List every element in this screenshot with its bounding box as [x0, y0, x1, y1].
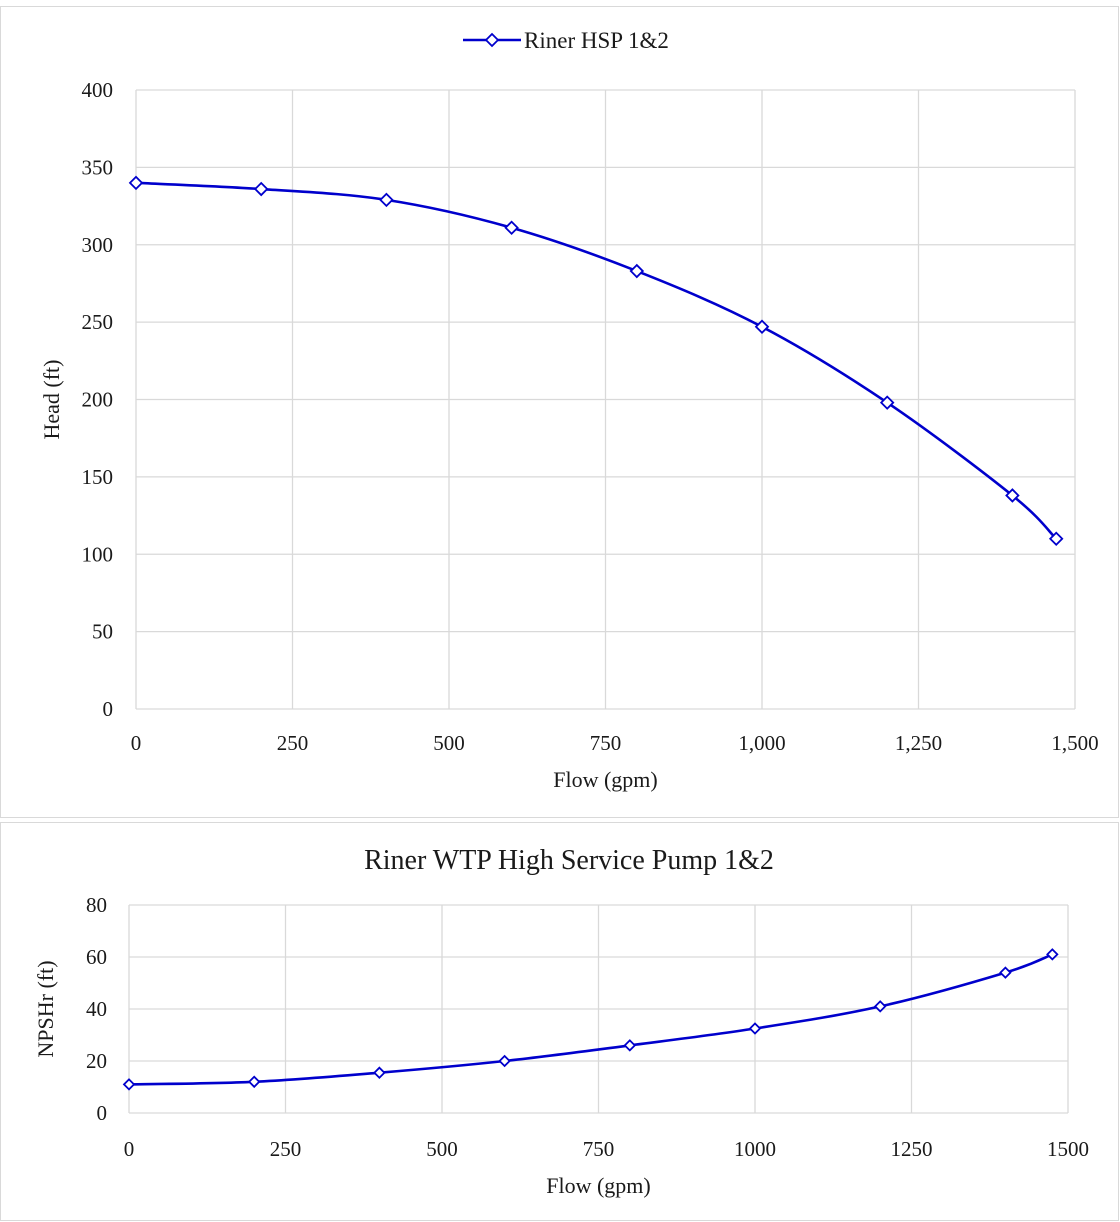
x-tick-label: 0 — [131, 731, 142, 755]
legend-marker — [484, 32, 500, 48]
x-tick-label: 1,000 — [738, 731, 785, 755]
x-tick-label: 1250 — [891, 1137, 933, 1161]
y-tick-label: 100 — [82, 542, 114, 566]
data-point-marker — [122, 1078, 136, 1091]
series-line — [128, 953, 1053, 1086]
x-tick-label: 500 — [426, 1137, 458, 1161]
y-tick-label: 60 — [86, 945, 107, 969]
y-axis-title: Head (ft) — [39, 359, 64, 439]
y-tick-label: 400 — [82, 78, 114, 102]
x-tick-label: 750 — [583, 1137, 615, 1161]
data-point-marker — [379, 192, 394, 208]
x-tick-label: 0 — [124, 1137, 135, 1161]
y-tick-label: 350 — [82, 155, 114, 179]
y-tick-label: 20 — [86, 1049, 107, 1073]
y-tick-label: 200 — [82, 388, 114, 412]
y-tick-label: 0 — [97, 1101, 108, 1125]
x-tick-label: 1,250 — [895, 731, 942, 755]
data-point-marker — [1005, 488, 1020, 503]
y-tick-label: 150 — [82, 465, 114, 489]
y-tick-label: 250 — [82, 310, 114, 334]
x-tick-label: 500 — [433, 731, 465, 755]
data-point-marker — [128, 175, 144, 191]
y-axis-title: NPSHr (ft) — [33, 960, 58, 1057]
y-tick-label: 0 — [103, 697, 114, 721]
x-tick-label: 250 — [270, 1137, 302, 1161]
data-point-marker — [623, 1039, 637, 1052]
y-tick-label: 80 — [86, 893, 107, 917]
data-point-marker — [748, 1022, 762, 1035]
head-curve-chart: 0 50 100 150 200 250 300 350 400 0 250 500 750 1,000 1… — [39, 28, 1099, 792]
x-axis-title: Flow (gpm) — [553, 767, 658, 792]
npshr-chart-panel: 0 20 40 60 80 0 250 500 750 1000 1250 1500 Flow (gpm… — [0, 822, 1119, 1221]
npshr-curve-chart: 0 20 40 60 80 0 250 500 750 1000 1250 1500 Flow (gpm… — [33, 845, 1089, 1198]
data-point-marker — [1048, 531, 1064, 547]
legend-label: Riner HSP 1&2 — [524, 28, 669, 53]
x-tick-label: 750 — [590, 731, 622, 755]
data-point-marker — [879, 395, 895, 410]
y-tick-label: 300 — [82, 233, 114, 257]
data-point-marker — [498, 1054, 511, 1068]
y-tick-label: 50 — [92, 620, 113, 644]
y-tick-label: 40 — [86, 997, 107, 1021]
data-point-marker — [999, 966, 1012, 979]
head-chart-panel: 0 50 100 150 200 250 300 350 400 0 250 500 750 1,000 1… — [0, 6, 1119, 818]
data-point-marker — [754, 319, 770, 335]
data-point-marker — [873, 1000, 887, 1013]
x-tick-label: 1,500 — [1051, 731, 1098, 755]
x-tick-label: 1500 — [1047, 1137, 1089, 1161]
x-tick-label: 250 — [277, 731, 309, 755]
x-axis-title: Flow (gpm) — [546, 1173, 651, 1198]
data-point-marker — [247, 1075, 261, 1089]
data-point-marker — [1046, 948, 1059, 961]
data-point-marker — [373, 1066, 386, 1079]
data-point-marker — [629, 263, 645, 279]
data-point-marker — [504, 220, 519, 236]
chart-title: Riner WTP High Service Pump 1&2 — [364, 845, 774, 876]
data-point-marker — [253, 181, 269, 197]
x-tick-label: 1000 — [734, 1137, 776, 1161]
